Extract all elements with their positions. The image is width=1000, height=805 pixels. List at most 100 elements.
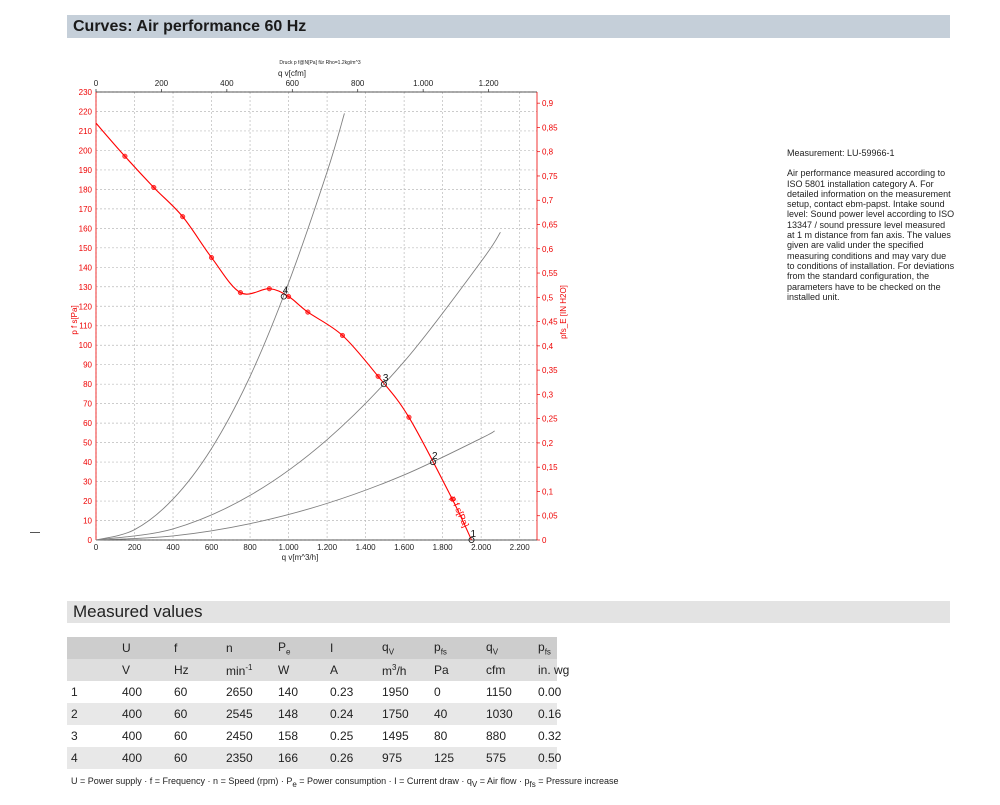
y2-tick-label: 0,85 bbox=[542, 123, 558, 132]
y-tick-label: 80 bbox=[83, 380, 92, 389]
y-tick-label: 100 bbox=[79, 341, 93, 350]
table-cell: 158 bbox=[274, 725, 326, 747]
data-point bbox=[122, 153, 128, 159]
table-cell: 1950 bbox=[378, 681, 430, 703]
table-cell: 1150 bbox=[482, 681, 534, 703]
table-cell: 400 bbox=[118, 703, 170, 725]
data-line bbox=[95, 231, 501, 541]
y-tick-label: 150 bbox=[79, 244, 93, 253]
table-cell: 60 bbox=[170, 703, 222, 725]
y2-tick-label: 0,35 bbox=[542, 366, 558, 375]
table-cell: Pa bbox=[430, 659, 482, 681]
data-point bbox=[266, 286, 272, 292]
table-cell: n bbox=[222, 637, 274, 659]
table-cell: U bbox=[118, 637, 170, 659]
cell-text: p bbox=[538, 639, 545, 654]
data-line bbox=[95, 430, 495, 541]
y-tick-label: 180 bbox=[79, 185, 93, 194]
table-cell: qV bbox=[482, 637, 534, 659]
y-tick-label: 120 bbox=[79, 302, 93, 311]
y-tick-label: 160 bbox=[79, 224, 93, 233]
footnote-sub: e bbox=[292, 779, 297, 789]
y-tick-label: 20 bbox=[83, 497, 92, 506]
data-point bbox=[375, 373, 381, 379]
table-cell: 1750 bbox=[378, 703, 430, 725]
y-tick-label: 60 bbox=[83, 419, 92, 428]
y-tick-label: 140 bbox=[79, 263, 93, 272]
table-cell: cfm bbox=[482, 659, 534, 681]
cell-text: q bbox=[382, 639, 389, 654]
y-tick-label: 90 bbox=[83, 361, 92, 370]
y2-tick-label: 0,1 bbox=[542, 487, 554, 496]
table-cell: f bbox=[170, 637, 222, 659]
operating-point-label: 2 bbox=[432, 451, 438, 462]
x-tick-label: 200 bbox=[128, 543, 142, 552]
table-cell: 0.16 bbox=[534, 703, 561, 725]
table-cell: 148 bbox=[274, 703, 326, 725]
curve-label: p f s[Pa] bbox=[448, 495, 471, 529]
data-point bbox=[180, 214, 186, 220]
footnote-sub: fs bbox=[529, 779, 536, 789]
measurement-text: Air performance measured according to IS… bbox=[787, 168, 955, 302]
table-cell: 60 bbox=[170, 681, 222, 703]
cell-text: 3 bbox=[392, 662, 397, 672]
y2-tick-label: 0,9 bbox=[542, 99, 554, 108]
y-tick-label: 130 bbox=[79, 283, 93, 292]
y2-tick-label: 0,05 bbox=[542, 512, 558, 521]
table-cell: 880 bbox=[482, 725, 534, 747]
section-header: Measured values bbox=[67, 601, 950, 623]
table-cell: Pe bbox=[274, 637, 326, 659]
cell-text: fs bbox=[544, 647, 551, 657]
table-cell: qV bbox=[378, 637, 430, 659]
data-point bbox=[339, 332, 346, 339]
x-tick-label: 600 bbox=[205, 543, 219, 552]
table-cell: 3 bbox=[67, 725, 118, 747]
table-cell: 0.23 bbox=[326, 681, 378, 703]
data-point bbox=[151, 184, 157, 190]
table-cell: V bbox=[118, 659, 170, 681]
y-tick-label: 110 bbox=[79, 322, 92, 331]
table-cell: 0 bbox=[430, 681, 482, 703]
x2-tick-label: 1.200 bbox=[479, 79, 500, 88]
y-tick-label: 210 bbox=[79, 127, 93, 136]
y-tick-label: 10 bbox=[83, 517, 92, 526]
x2-axis-label: q v[cfm] bbox=[278, 69, 306, 78]
table-cell: 0.32 bbox=[534, 725, 561, 747]
cell-text: fs bbox=[440, 647, 447, 657]
y2-axis-label: pfs_E [IN H2O] bbox=[559, 285, 568, 339]
y2-tick-label: 0,15 bbox=[542, 463, 558, 472]
operating-point bbox=[380, 381, 387, 388]
table-cell: Hz bbox=[170, 659, 222, 681]
y2-tick-label: 0,55 bbox=[542, 269, 558, 278]
cell-text: min bbox=[226, 663, 246, 678]
table-cell: 400 bbox=[118, 681, 170, 703]
table-cell: in. wg bbox=[534, 659, 569, 681]
y-tick-label: 30 bbox=[83, 478, 92, 487]
table-cell: 2545 bbox=[222, 703, 274, 725]
y-tick-label: 50 bbox=[83, 439, 92, 448]
table-cell: 125 bbox=[430, 747, 482, 769]
data-point bbox=[406, 414, 412, 420]
x-tick-label: 1.200 bbox=[317, 543, 338, 552]
footnote-text: = Power consumption · I = Current draw ·… bbox=[296, 776, 472, 786]
y-tick-label: 220 bbox=[79, 107, 93, 116]
y2-tick-label: 0,2 bbox=[542, 439, 554, 448]
x-tick-label: 1.000 bbox=[279, 543, 300, 552]
x2-tick-label: 600 bbox=[286, 79, 300, 88]
data-point bbox=[237, 290, 243, 296]
table-cell: 166 bbox=[274, 747, 326, 769]
y2-tick-label: 0,3 bbox=[542, 390, 554, 399]
x2-tick-label: 0 bbox=[94, 79, 99, 88]
y-tick-label: 190 bbox=[79, 166, 93, 175]
table-row: 2 400 60 2545 148 0.24 1750 40 1030 0.16 bbox=[67, 703, 561, 725]
table-cell: pfs bbox=[430, 637, 482, 659]
x-tick-label: 1.400 bbox=[356, 543, 377, 552]
x-tick-label: 2.000 bbox=[471, 543, 492, 552]
table-cell: I bbox=[326, 637, 378, 659]
cell-text: /h bbox=[396, 663, 407, 678]
operating-point-label: 3 bbox=[383, 373, 389, 384]
